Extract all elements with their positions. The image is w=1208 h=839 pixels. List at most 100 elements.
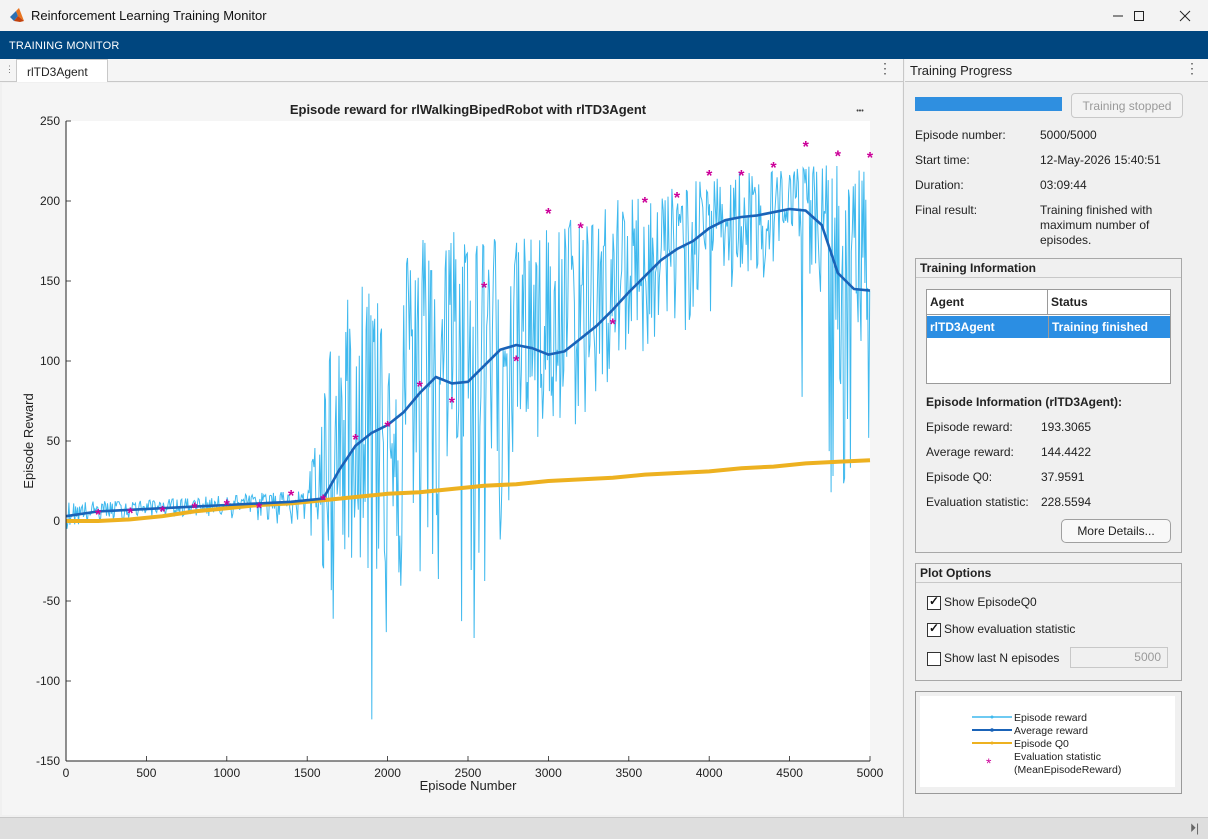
eval-stat-point: *	[513, 353, 520, 370]
eval-stat-point: *	[288, 488, 295, 505]
start-time-label: Start time:	[915, 153, 970, 167]
x-tick-label: 500	[136, 766, 156, 780]
average-reward-value: 144.4422	[1041, 445, 1092, 459]
reward-chart[interactable]: Episode reward for rlWalkingBipedRobot w…	[2, 83, 902, 815]
eval-stat-point: *	[352, 432, 359, 449]
eval-stat-point: *	[224, 497, 231, 514]
panel-menu-icon[interactable]: ⋮	[1185, 60, 1199, 76]
eval-stat-point: *	[384, 419, 391, 436]
eval-stat-point: *	[738, 168, 745, 185]
col-header-status[interactable]: Status	[1048, 290, 1170, 315]
maximize-button[interactable]	[1116, 0, 1162, 31]
average-reward-label: Average reward:	[926, 445, 1014, 459]
eval-stat-point: *	[95, 507, 102, 524]
minimize-icon	[1113, 15, 1123, 16]
progress-panel-header: Training Progress ⋮	[905, 59, 1208, 82]
tab-grip-icon[interactable]: ⋮	[5, 64, 14, 74]
y-tick-label: 200	[40, 194, 60, 208]
legend-episode-q0: Episode Q0	[1014, 738, 1069, 750]
col-header-agent[interactable]: Agent	[927, 290, 1048, 315]
y-tick-label: 100	[40, 354, 60, 368]
eval-stat-point: *	[449, 395, 456, 412]
episode-info-title: Episode Information (rlTD3Agent):	[926, 395, 1122, 409]
panel-expand-icon[interactable]: ⏵|	[1190, 821, 1200, 835]
tab-menu-icon[interactable]: ⋮	[878, 60, 892, 76]
axes-toolbar-icon[interactable]: •••	[856, 108, 864, 115]
eval-stat-point: *	[610, 317, 617, 334]
training-progress-panel: Training Progress ⋮ Training stopped Epi…	[905, 59, 1208, 817]
minimize-button[interactable]	[1095, 0, 1141, 31]
y-tick-label: -150	[36, 754, 60, 768]
episode-reward-value: 193.3065	[1041, 420, 1092, 434]
tab-rltd3agent[interactable]: rlTD3Agent	[16, 59, 108, 82]
training-information-group: Training Information Agent Status rlTD3A…	[915, 258, 1182, 553]
window-title: Reinforcement Learning Training Monitor	[31, 8, 267, 23]
y-tick-label: -50	[43, 594, 61, 608]
x-tick-label: 3500	[615, 766, 642, 780]
legend: * Episode reward Average reward Episode …	[920, 696, 1175, 787]
plot-options-title: Plot Options	[916, 564, 1181, 583]
matlab-icon	[10, 8, 24, 22]
final-result-line-3: episodes.	[1040, 233, 1092, 247]
eval-stat-point: *	[674, 190, 681, 207]
x-tick-label: 3000	[535, 766, 562, 780]
average-reward-line	[65, 207, 871, 518]
show-last-n-label: Show last N episodes	[944, 651, 1060, 665]
y-tick-label: 150	[40, 274, 60, 288]
final-result-line-1: Training finished with	[1040, 203, 1153, 217]
eval-stat-point: *	[803, 139, 810, 156]
show-q0-checkbox[interactable]	[927, 594, 941, 610]
episode-reward-label: Episode reward:	[926, 420, 1013, 434]
episode-number-value: 5000/5000	[1040, 128, 1097, 142]
show-q0-label: Show EpisodeQ0	[944, 595, 1037, 609]
x-tick-label: 4500	[776, 766, 803, 780]
agent-status-table[interactable]: Agent Status rlTD3Agent Training finishe…	[926, 289, 1171, 384]
x-tick-label: 2000	[374, 766, 401, 780]
svg-text:*: *	[986, 755, 992, 771]
eval-stat-value: 228.5594	[1041, 495, 1092, 509]
eval-stat-point: *	[706, 168, 713, 185]
training-information-title: Training Information	[916, 259, 1181, 278]
show-eval-label: Show evaluation statistic	[944, 622, 1076, 636]
chart-area: Episode reward for rlWalkingBipedRobot w…	[2, 83, 902, 815]
x-tick-label: 5000	[857, 766, 884, 780]
plot-panel: ⋮ rlTD3Agent ⋮ Episode reward for rlWalk…	[0, 59, 904, 817]
more-details-button[interactable]: More Details...	[1061, 519, 1171, 543]
y-tick-label: 50	[47, 434, 61, 448]
final-result-label: Final result:	[915, 203, 978, 217]
banner-label: TRAINING MONITOR	[9, 40, 120, 52]
eval-stat-point: *	[835, 149, 842, 166]
eval-stat-point: *	[192, 501, 199, 518]
window-titlebar: Reinforcement Learning Training Monitor	[0, 0, 1208, 32]
eval-stat-point: *	[127, 505, 134, 522]
y-axis-label: Episode Reward	[21, 393, 36, 488]
duration-value: 03:09:44	[1040, 178, 1087, 192]
y-tick-label: -100	[36, 674, 60, 688]
legend-eval-stat-sub: (MeanEpisodeReward)	[1014, 764, 1121, 776]
eval-stat-label: Evaluation statistic:	[926, 495, 1029, 509]
eval-stat-point: *	[545, 206, 552, 223]
eval-stat-point: *	[159, 504, 166, 521]
eval-stat-point: *	[417, 379, 424, 396]
training-stopped-button[interactable]: Training stopped	[1071, 93, 1183, 118]
final-result-line-2: maximum number of	[1040, 218, 1150, 232]
close-button[interactable]	[1162, 0, 1208, 31]
eval-stat-point: *	[867, 150, 874, 167]
x-tick-label: 1500	[294, 766, 321, 780]
legend-panel: * Episode reward Average reward Episode …	[915, 691, 1182, 794]
progress-panel-title: Training Progress	[910, 63, 1013, 78]
eval-stat-point: *	[481, 280, 488, 297]
close-icon	[1179, 10, 1191, 21]
last-n-episodes-input[interactable]: 5000	[1070, 647, 1168, 668]
legend-episode-reward: Episode reward	[1014, 712, 1087, 724]
eval-stat-point: *	[770, 160, 777, 177]
x-tick-label: 2500	[455, 766, 482, 780]
legend-graphic: * Episode reward Average reward Episode …	[972, 712, 1121, 776]
y-tick-label: 250	[40, 114, 60, 128]
row-agent: rlTD3Agent	[930, 320, 995, 334]
legend-average-reward: Average reward	[1014, 725, 1088, 737]
show-last-n-checkbox[interactable]	[927, 652, 941, 666]
show-eval-checkbox[interactable]	[927, 621, 941, 637]
status-bar: ⏵|	[0, 817, 1208, 839]
eval-stat-point: *	[320, 493, 327, 510]
